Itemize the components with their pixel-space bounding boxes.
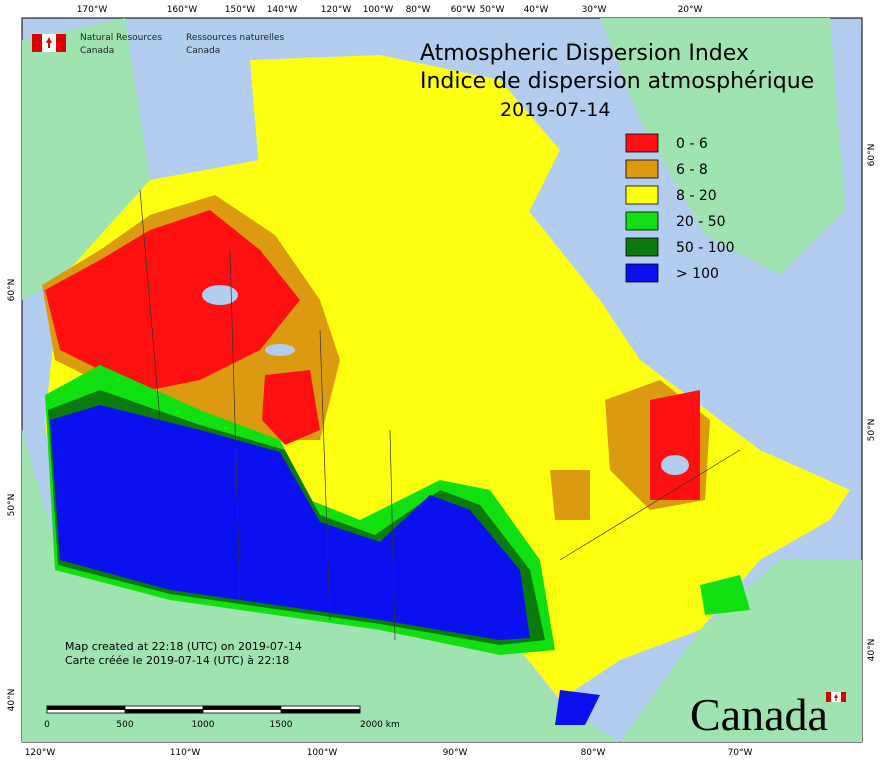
latitude-label: 40°N	[867, 639, 877, 662]
borders	[139, 189, 741, 641]
longitude-label: 150°W	[225, 5, 256, 15]
longitude-label: 120°W	[321, 5, 352, 15]
longitude-label: 50°W	[480, 5, 505, 15]
legend-label: 6 - 8	[676, 162, 708, 178]
longitude-label: 100°W	[307, 748, 338, 758]
legend-swatch	[625, 237, 659, 257]
scale-label: 1500	[270, 720, 293, 730]
longitude-label: 20°W	[678, 5, 703, 15]
latitude-label: 40°N	[7, 689, 17, 712]
scale-label: 1000	[192, 720, 215, 730]
scale-labels: 0 500 1000 1500 2000 km	[44, 720, 400, 730]
agency-fr: Ressources naturelles	[186, 33, 285, 43]
graticule: 170°W 160°W 150°W 140°W 120°W 100°W 80°W 60°W 50…	[7, 5, 877, 758]
longitude-label: 80°W	[406, 5, 431, 15]
title: Indice de dispersion atmosphérique	[420, 69, 814, 94]
agency-en: Canada	[80, 46, 114, 56]
latitude-label: 50°N	[7, 494, 17, 517]
legend-label: 8 - 20	[676, 188, 717, 204]
note: Carte créée le 2019-07-14 (UTC) à 22:18	[65, 654, 289, 667]
legend-label: > 100	[676, 266, 719, 282]
legend-label: 0 - 6	[676, 136, 708, 152]
wordmark: Canada	[690, 689, 828, 740]
legend-label: 20 - 50	[676, 214, 726, 230]
canada-flag	[826, 692, 846, 702]
longitude-label: 30°W	[582, 5, 607, 15]
longitude-label: 160°W	[167, 5, 198, 15]
legend-swatch	[625, 263, 659, 283]
scale-label: 500	[116, 720, 133, 730]
latitude-label: 60°N	[867, 144, 877, 167]
scale-bar	[46, 705, 361, 714]
longitude-label: 170°W	[77, 5, 108, 15]
date: 2019-07-14	[500, 99, 610, 121]
nrcan-logo	[32, 34, 66, 52]
agency-en: Natural Resources	[80, 33, 162, 43]
longitude-label: 100°W	[363, 5, 394, 15]
longitude-label: 40°W	[524, 5, 549, 15]
longitude-label: 140°W	[267, 5, 298, 15]
scale-label: 2000 km	[360, 720, 400, 730]
longitude-label: 80°W	[581, 748, 606, 758]
longitude-label: 70°W	[728, 748, 753, 758]
legend-swatch	[625, 159, 659, 179]
legend: 0 - 6 6 - 8 8 - 20 20 - 50 50 - 100 > 100	[625, 133, 735, 283]
title: Atmospheric Dispersion Index	[420, 41, 749, 66]
legend-label: 50 - 100	[676, 240, 735, 256]
longitude-label: 90°W	[443, 748, 468, 758]
latitude-label: 50°N	[867, 419, 877, 442]
legend-swatch	[625, 211, 659, 231]
land	[22, 18, 862, 742]
dispersion-zones	[42, 55, 850, 725]
longitude-label: 120°W	[25, 748, 56, 758]
agency-fr: Canada	[186, 46, 220, 56]
note: Map created at 22:18 (UTC) on 2019-07-14	[65, 640, 302, 653]
scale-label: 0	[44, 720, 50, 730]
longitude-label: 60°W	[451, 5, 476, 15]
legend-swatch	[625, 133, 659, 153]
latitude-label: 60°N	[7, 279, 17, 302]
legend-swatch	[625, 185, 659, 205]
longitude-label: 110°W	[170, 748, 201, 758]
